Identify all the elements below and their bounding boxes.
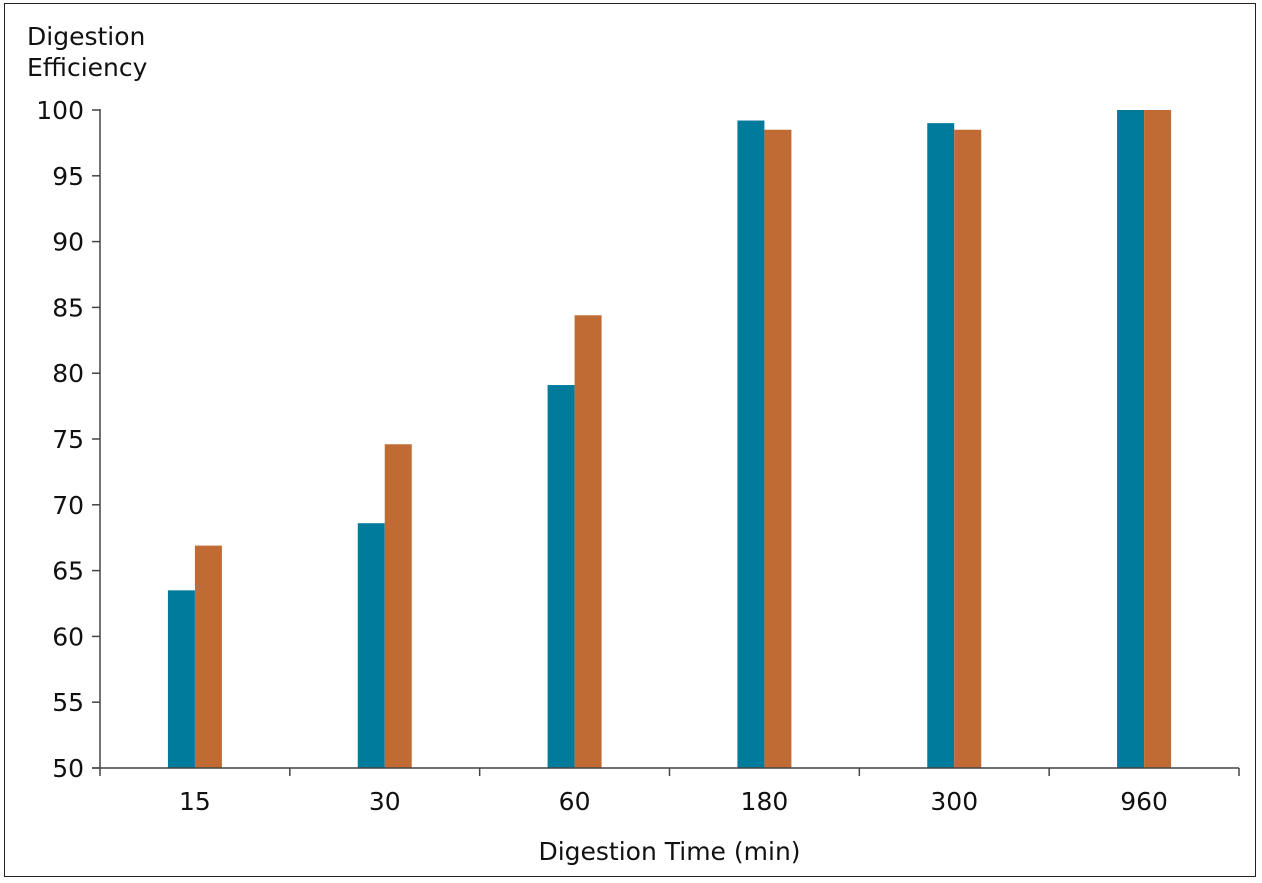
x-tick-label: 180 bbox=[741, 787, 789, 816]
x-tick-label: 15 bbox=[179, 787, 211, 816]
bar-series-2-cat-15 bbox=[194, 545, 222, 768]
y-tick-label: 60 bbox=[52, 622, 84, 651]
bar-series-2-cat-30 bbox=[384, 444, 412, 768]
y-tick-label: 85 bbox=[52, 293, 84, 322]
bar-series-2-cat-60 bbox=[574, 315, 602, 768]
y-tick-label: 55 bbox=[52, 688, 84, 717]
bar-series-1-cat-60 bbox=[547, 385, 575, 768]
y-axis-title-line-2: Efficiency bbox=[27, 53, 148, 82]
bar-series-2-cat-180 bbox=[764, 129, 792, 769]
axes-group bbox=[92, 109, 1240, 776]
bar-series-2-cat-300 bbox=[954, 129, 982, 769]
bars-group bbox=[167, 110, 1172, 769]
y-tick-label: 50 bbox=[52, 754, 84, 783]
x-axis-title: Digestion Time (min) bbox=[538, 837, 800, 866]
y-tick-label: 75 bbox=[52, 425, 84, 454]
y-tick-label: 70 bbox=[52, 491, 84, 520]
x-tick-labels: 15 30 60 180 300 960 bbox=[179, 787, 1168, 816]
bar-series-1-cat-30 bbox=[357, 523, 385, 768]
bar-series-1-cat-15 bbox=[167, 590, 195, 768]
y-tick-label: 90 bbox=[52, 228, 84, 257]
bar-series-1-cat-180 bbox=[737, 120, 765, 768]
x-tick-label: 960 bbox=[1120, 787, 1168, 816]
bar-series-1-cat-960 bbox=[1117, 110, 1145, 768]
bar-series-2-cat-960 bbox=[1144, 110, 1172, 768]
x-tick-label: 300 bbox=[930, 787, 978, 816]
x-tick-label: 30 bbox=[369, 787, 401, 816]
y-tick-label: 100 bbox=[36, 96, 84, 125]
bar-series-1-cat-300 bbox=[927, 123, 955, 768]
y-tick-labels: 50 55 60 65 70 75 80 85 90 95 100 bbox=[36, 96, 84, 783]
y-axis-title-line-1: Digestion bbox=[27, 22, 145, 51]
y-tick-label: 80 bbox=[52, 359, 84, 388]
y-tick-label: 95 bbox=[52, 162, 84, 191]
y-tick-label: 65 bbox=[52, 557, 84, 586]
x-tick-label: 60 bbox=[559, 787, 591, 816]
